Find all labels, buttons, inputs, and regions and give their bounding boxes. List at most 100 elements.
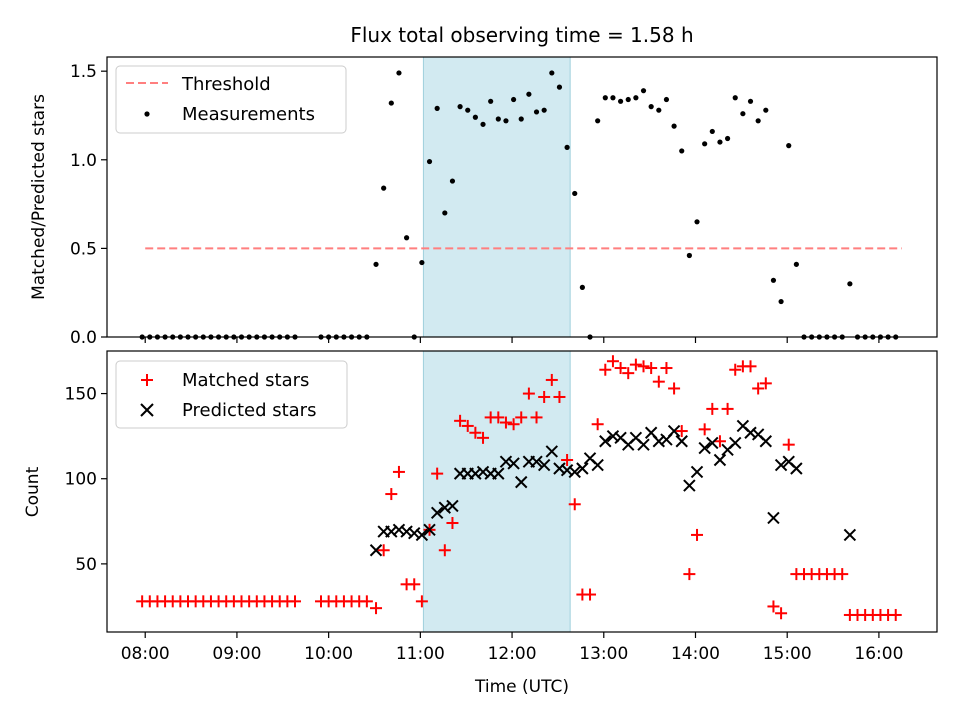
measurement-point	[625, 96, 631, 103]
measurement-point	[381, 185, 387, 191]
bottom-legend-box	[115, 360, 348, 429]
measurement-point	[732, 95, 738, 101]
bottom-y-axis-label: Count	[23, 466, 43, 517]
chart-title: Flux total observing time = 1.58 h	[350, 23, 693, 47]
measurement-point	[572, 190, 578, 197]
matched-star-point	[530, 411, 543, 424]
matched-star-point	[469, 426, 482, 439]
matched-star-point	[545, 373, 558, 386]
top-y-ticks: 0.0 0.5 1.0 1.5	[70, 62, 107, 348]
predicted-star-point	[637, 438, 650, 451]
measurement-point	[403, 235, 410, 241]
measurement-point	[541, 107, 547, 113]
predicted-star-point	[507, 457, 520, 470]
top-legend: Threshold Measurements	[115, 65, 347, 134]
matched-legend-label: Matched stars	[182, 370, 309, 391]
matched-star-point	[698, 423, 711, 436]
measurements-legend-label: Measurements	[182, 104, 315, 125]
y-tick-label: 50	[75, 555, 97, 575]
predicted-star-point	[537, 458, 551, 472]
matched-star-point	[889, 608, 902, 621]
highlight-span	[423, 351, 571, 632]
predicted-star-point	[576, 462, 589, 475]
matched-star-point	[392, 465, 405, 478]
measurement-point	[533, 109, 540, 115]
x-tick-label: 14:00	[671, 644, 720, 664]
bottom-x-ticks: 08:00 09:00 10:00 11:00 12:00 13:00 14:00 15:00…	[121, 632, 903, 664]
y-tick-label: 150	[65, 385, 97, 405]
measurement-point	[472, 114, 478, 120]
matched-star-point	[729, 363, 742, 376]
predicted-star-point	[706, 436, 719, 450]
x-tick-label: 13:00	[579, 644, 628, 664]
measurement-point	[503, 118, 509, 124]
predicted-legend-label: Predicted stars	[182, 400, 316, 421]
predicted-star-point	[423, 523, 436, 537]
measurement-point	[510, 96, 517, 103]
x-tick-label: 12:00	[488, 644, 537, 664]
matched-star-point	[499, 416, 512, 429]
predicted-star-point	[675, 435, 688, 448]
predicted-star-point	[369, 544, 383, 557]
matched-star-point	[431, 467, 444, 480]
matched-star-point	[477, 431, 490, 444]
measurement-point	[495, 116, 501, 122]
predicted-legend-symbol	[140, 403, 154, 417]
measurement-point	[518, 116, 524, 122]
matched-star-point	[408, 578, 421, 591]
measurements-legend-symbol	[144, 111, 150, 117]
measurement-point	[457, 104, 463, 110]
matched-star-point	[538, 390, 551, 403]
measurement-point	[671, 123, 677, 129]
predicted-star-point	[545, 445, 559, 458]
matched-star-point	[454, 414, 467, 427]
matched-star-point	[522, 387, 535, 400]
predicted-star-point	[767, 511, 780, 525]
measurement-point	[602, 95, 608, 101]
matched-star-point	[568, 498, 581, 511]
matched-star-point	[370, 602, 383, 615]
matched-star-point	[492, 411, 505, 424]
measurement-point	[755, 118, 761, 124]
matched-star-point	[507, 418, 520, 431]
predicted-star-point	[759, 435, 773, 448]
measurement-point	[388, 100, 394, 106]
matched-star-point	[461, 419, 474, 432]
measurement-point	[426, 158, 433, 165]
matched-star-point	[706, 402, 719, 415]
matched-star-point	[691, 528, 704, 541]
measurement-point	[847, 281, 853, 287]
matched-star-point	[446, 517, 459, 530]
measurement-point	[778, 298, 784, 305]
measurement-point	[617, 98, 624, 104]
matched-star-point	[629, 358, 642, 371]
measurement-point	[648, 104, 654, 110]
measurement-point	[480, 121, 486, 127]
predicted-star-point	[790, 462, 803, 475]
predicted-star-point	[683, 479, 696, 492]
matched-star-point	[584, 588, 597, 601]
predicted-star-point	[729, 436, 742, 450]
measurement-point	[488, 98, 494, 104]
top-axes-frame	[106, 56, 938, 338]
measurement-point	[419, 259, 425, 266]
measurement-point	[793, 261, 799, 267]
bottom-highlight-span	[422, 351, 571, 632]
top-panel: 0.0 0.5 1.0 1.5 Matched/Predicted stars Thr…	[29, 56, 938, 348]
matched-star-point	[614, 362, 627, 375]
measurement-point	[396, 70, 402, 76]
measurement-point	[740, 111, 746, 117]
matched-star-point	[782, 438, 795, 451]
x-axis-label: Time (UTC)	[474, 677, 569, 697]
matched-star-point	[675, 425, 688, 438]
x-tick-label: 15:00	[763, 644, 812, 664]
measurement-point	[702, 141, 708, 147]
matched-star-point	[591, 418, 604, 431]
matched-star-point	[637, 360, 650, 373]
matched-star-point	[553, 390, 566, 403]
matched-star-point	[660, 362, 673, 375]
matched-star-point	[752, 382, 765, 395]
y-tick-label: 1.0	[70, 151, 97, 171]
x-tick-label: 09:00	[212, 644, 261, 664]
